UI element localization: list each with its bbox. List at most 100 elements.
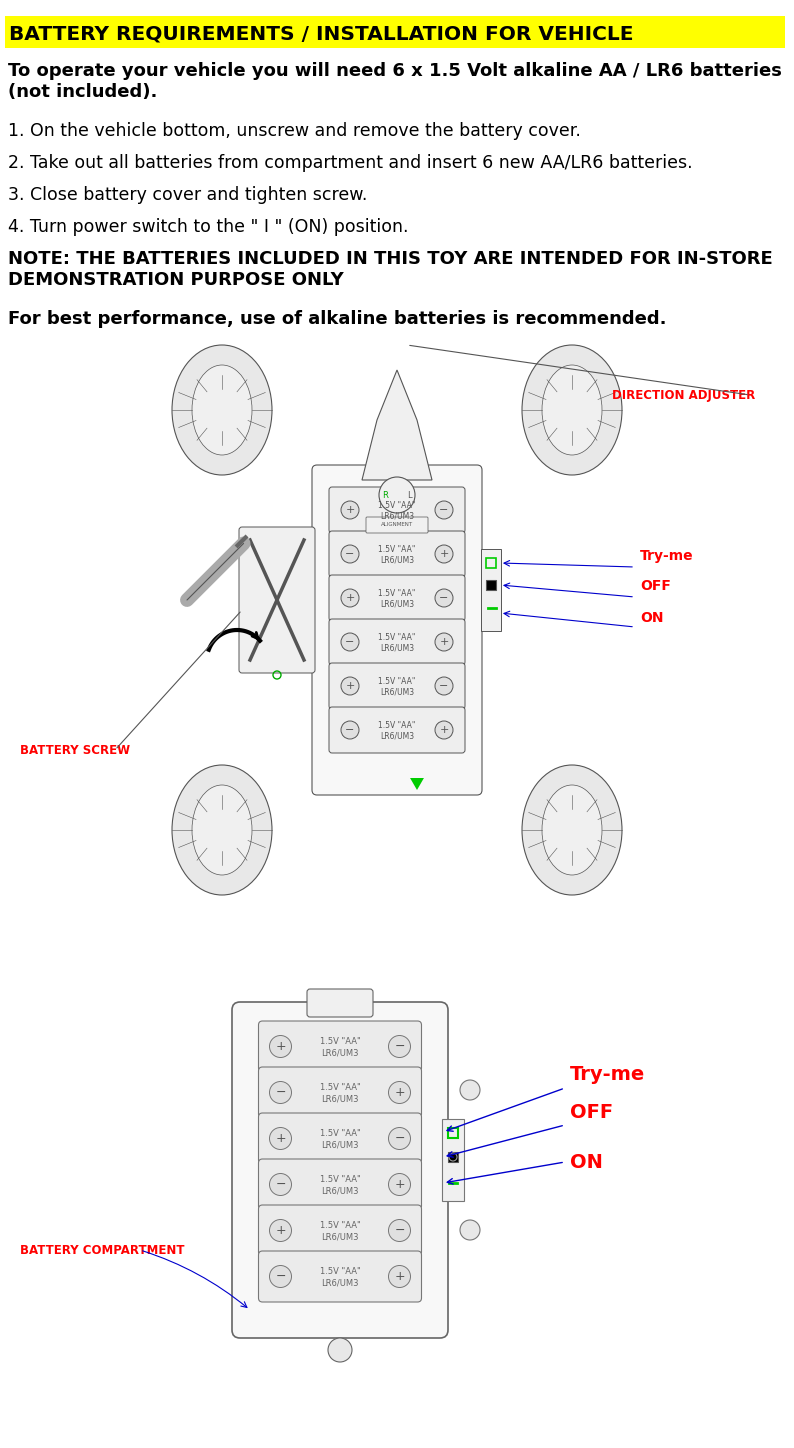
FancyBboxPatch shape <box>259 1205 422 1255</box>
Polygon shape <box>362 371 432 479</box>
Text: LR6/UM3: LR6/UM3 <box>322 1095 359 1103</box>
Text: +: + <box>345 505 355 515</box>
FancyBboxPatch shape <box>329 707 465 753</box>
Text: LR6/UM3: LR6/UM3 <box>380 511 414 520</box>
Text: 1.5V "AA": 1.5V "AA" <box>320 1037 360 1045</box>
Ellipse shape <box>522 345 622 475</box>
Text: 1.5V "AA": 1.5V "AA" <box>320 1174 360 1184</box>
Text: 1.5V "AA": 1.5V "AA" <box>320 1267 360 1276</box>
Text: 1. On the vehicle bottom, unscrew and remove the battery cover.: 1. On the vehicle bottom, unscrew and re… <box>8 122 581 140</box>
Text: −: − <box>345 637 355 647</box>
Circle shape <box>341 678 359 695</box>
Circle shape <box>388 1082 410 1103</box>
FancyBboxPatch shape <box>481 549 501 631</box>
FancyBboxPatch shape <box>259 1158 422 1211</box>
Text: +: + <box>276 1132 286 1145</box>
Circle shape <box>341 633 359 652</box>
Ellipse shape <box>522 765 622 895</box>
Circle shape <box>269 1266 291 1287</box>
Text: LR6/UM3: LR6/UM3 <box>322 1187 359 1196</box>
Text: LR6/UM3: LR6/UM3 <box>380 731 414 740</box>
FancyBboxPatch shape <box>259 1067 422 1118</box>
Text: −: − <box>345 725 355 736</box>
Text: LR6/UM3: LR6/UM3 <box>322 1279 359 1289</box>
FancyBboxPatch shape <box>329 487 465 533</box>
Circle shape <box>435 633 453 652</box>
Circle shape <box>460 1221 480 1239</box>
Ellipse shape <box>172 345 272 475</box>
Text: +: + <box>345 594 355 602</box>
Circle shape <box>341 501 359 518</box>
Circle shape <box>460 1080 480 1100</box>
Text: ON: ON <box>640 611 664 626</box>
Text: BATTERY COMPARTMENT: BATTERY COMPARTMENT <box>20 1244 184 1257</box>
FancyBboxPatch shape <box>329 575 465 621</box>
Text: 3. Close battery cover and tighten screw.: 3. Close battery cover and tighten screw… <box>8 185 368 204</box>
Text: To operate your vehicle you will need 6 x 1.5 Volt alkaline AA / LR6 batteries
(: To operate your vehicle you will need 6 … <box>8 62 782 101</box>
Circle shape <box>435 501 453 518</box>
FancyBboxPatch shape <box>259 1251 422 1302</box>
FancyBboxPatch shape <box>312 465 482 795</box>
Bar <box>5 16 785 48</box>
Text: −: − <box>439 594 449 602</box>
Circle shape <box>435 721 453 738</box>
Text: +: + <box>439 549 449 559</box>
FancyBboxPatch shape <box>232 1002 448 1338</box>
Circle shape <box>269 1173 291 1196</box>
Circle shape <box>388 1219 410 1241</box>
Text: LR6/UM3: LR6/UM3 <box>380 599 414 608</box>
Text: LR6/UM3: LR6/UM3 <box>322 1048 359 1058</box>
Circle shape <box>388 1173 410 1196</box>
Text: OFF: OFF <box>570 1103 613 1122</box>
Text: 1.5V "AA": 1.5V "AA" <box>378 589 416 598</box>
Circle shape <box>269 1128 291 1150</box>
Text: 1.5V "AA": 1.5V "AA" <box>378 678 416 686</box>
Ellipse shape <box>542 785 602 875</box>
Text: 4. Turn power switch to the " I " (ON) position.: 4. Turn power switch to the " I " (ON) p… <box>8 219 408 236</box>
Text: Try-me: Try-me <box>570 1064 646 1085</box>
Circle shape <box>341 721 359 738</box>
Text: Try-me: Try-me <box>640 549 694 563</box>
Text: LR6/UM3: LR6/UM3 <box>380 556 414 565</box>
Text: ON: ON <box>570 1153 603 1171</box>
Text: −: − <box>395 1224 405 1237</box>
Text: −: − <box>276 1270 286 1283</box>
Text: +: + <box>345 681 355 691</box>
Text: −: − <box>439 505 449 515</box>
Text: +: + <box>276 1040 286 1053</box>
Text: R: R <box>382 491 388 500</box>
Text: LR6/UM3: LR6/UM3 <box>380 643 414 653</box>
Text: 1.5V "AA": 1.5V "AA" <box>378 546 416 555</box>
Circle shape <box>269 1219 291 1241</box>
Text: 1.5V "AA": 1.5V "AA" <box>320 1129 360 1138</box>
Text: +: + <box>394 1270 405 1283</box>
Circle shape <box>269 1082 291 1103</box>
Circle shape <box>341 544 359 563</box>
FancyBboxPatch shape <box>329 618 465 665</box>
Text: +: + <box>394 1179 405 1192</box>
Bar <box>448 1153 458 1161</box>
FancyBboxPatch shape <box>307 989 373 1016</box>
Text: 1.5V "AA": 1.5V "AA" <box>320 1083 360 1092</box>
Text: −: − <box>439 681 449 691</box>
Text: DIRECTION ADJUSTER: DIRECTION ADJUSTER <box>611 388 755 401</box>
FancyBboxPatch shape <box>442 1119 464 1200</box>
FancyBboxPatch shape <box>329 663 465 710</box>
Text: BATTERY REQUIREMENTS / INSTALLATION FOR VEHICLE: BATTERY REQUIREMENTS / INSTALLATION FOR … <box>9 25 634 43</box>
Circle shape <box>388 1128 410 1150</box>
Bar <box>486 557 496 568</box>
Text: LR6/UM3: LR6/UM3 <box>380 688 414 696</box>
Bar <box>486 581 496 589</box>
Ellipse shape <box>542 365 602 455</box>
Ellipse shape <box>192 785 252 875</box>
FancyBboxPatch shape <box>259 1114 422 1164</box>
Circle shape <box>341 589 359 607</box>
Text: 1.5V "AA": 1.5V "AA" <box>320 1221 360 1229</box>
Text: ALIGNMENT: ALIGNMENT <box>381 523 413 527</box>
Bar <box>448 1128 458 1138</box>
Circle shape <box>388 1035 410 1057</box>
Text: −: − <box>276 1086 286 1099</box>
Text: +: + <box>394 1086 405 1099</box>
FancyBboxPatch shape <box>366 517 428 533</box>
Text: NOTE: THE BATTERIES INCLUDED IN THIS TOY ARE INTENDED FOR IN-STORE
DEMONSTRATION: NOTE: THE BATTERIES INCLUDED IN THIS TOY… <box>8 251 773 288</box>
